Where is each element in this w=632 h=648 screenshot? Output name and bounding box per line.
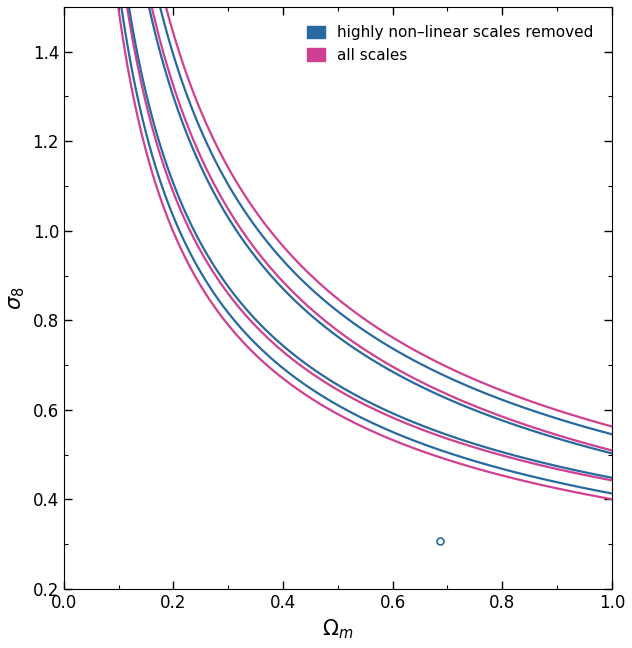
Legend: highly non–linear scales removed, all scales: highly non–linear scales removed, all sc…	[300, 19, 600, 69]
Y-axis label: $\sigma_8$: $\sigma_8$	[7, 286, 27, 310]
X-axis label: $\Omega_m$: $\Omega_m$	[322, 618, 353, 641]
